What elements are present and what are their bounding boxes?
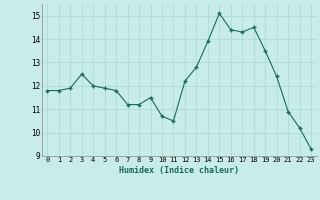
X-axis label: Humidex (Indice chaleur): Humidex (Indice chaleur): [119, 166, 239, 175]
